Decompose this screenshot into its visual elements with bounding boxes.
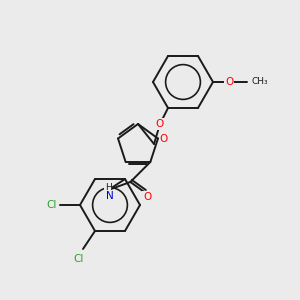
Text: O: O: [225, 77, 233, 87]
Text: O: O: [160, 134, 168, 143]
Text: O: O: [156, 119, 164, 129]
Text: H: H: [105, 184, 112, 193]
Text: Cl: Cl: [74, 254, 84, 264]
Text: CH₃: CH₃: [251, 77, 268, 86]
Text: Cl: Cl: [47, 200, 57, 210]
Text: N: N: [106, 191, 114, 201]
Text: O: O: [143, 192, 152, 202]
